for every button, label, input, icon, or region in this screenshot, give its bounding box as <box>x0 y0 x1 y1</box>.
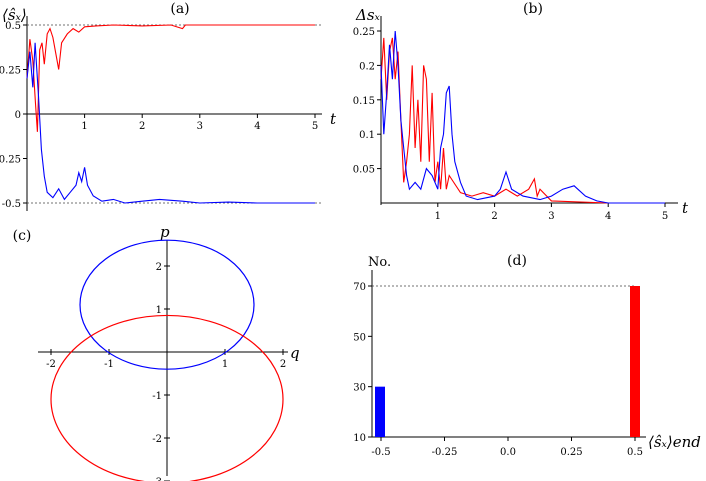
panel-b-series-line <box>380 30 665 204</box>
panel-c-y-tick-label: 1 <box>156 305 162 316</box>
panel-b-x-tick-label: 2 <box>491 211 497 222</box>
panel-b-y-tick-label: 0.2 <box>359 61 375 72</box>
panel-d-y-tick-label: 70 <box>353 282 366 293</box>
panel-b-x-tick-label: 1 <box>435 211 441 222</box>
panel-d-xlabel: ⟨ŝₓ⟩end <box>648 433 701 451</box>
panel-c-title: (c) <box>13 228 32 244</box>
panel-b-x-tick-label: 3 <box>548 211 554 222</box>
panel-a-x-tick-label: 2 <box>139 121 145 132</box>
panel-d-x-tick-label: -0.25 <box>432 447 458 458</box>
panel-c-xlabel: q <box>290 344 300 362</box>
panel-d-bar <box>630 286 640 437</box>
panel-c-y-tick-label: -2 <box>152 434 162 445</box>
panel-d-title: (d) <box>507 253 527 269</box>
panel-b-y-tick-label: 0.15 <box>353 96 375 107</box>
panel-a-x-tick-label: 1 <box>81 121 87 132</box>
panel-b: (b) Δsₓ t 1 2 3 4 5 0.25 0.2 0.15 0.1 0.05 <box>353 1 689 222</box>
panel-b-xlabel: t <box>682 199 689 217</box>
panel-c-x-tick-label: 2 <box>280 359 286 370</box>
panel-c-ellipse <box>79 239 255 370</box>
panel-b-series-line <box>380 37 665 204</box>
panel-d-bar <box>375 386 385 437</box>
panel-a-x-tick-label: 4 <box>254 121 260 132</box>
panel-d-x-tick-label: 0.0 <box>500 447 516 458</box>
panel-a-xlabel: t <box>330 110 337 128</box>
panel-c-y-tick-label: -1 <box>152 391 162 402</box>
panel-a-title: (a) <box>170 1 189 17</box>
panel-c-ellipse <box>50 314 284 481</box>
panel-c-ylabel: p <box>160 223 170 241</box>
panel-c: (c) p q -2 -1 1 2 2 1 -1 -2 -3 <box>13 223 300 481</box>
panel-b-x-tick-label: 4 <box>605 211 611 222</box>
panel-b-title: (b) <box>523 1 543 17</box>
panel-a-series-line <box>26 24 315 132</box>
panel-c-x-tick-label: -1 <box>104 359 114 370</box>
panel-d-ylabel: No. <box>368 255 391 270</box>
panel-d-y-tick-label: 10 <box>353 433 366 444</box>
panel-d-y-tick-label: 30 <box>353 383 366 394</box>
panel-b-ylabel: Δsₓ <box>355 6 381 24</box>
panel-d: (d) No. ⟨ŝₓ⟩end -0.5 -0.25 0.0 0.25 0.5 70 50… <box>353 253 701 458</box>
panel-a-y-tick-label: -0.25 <box>0 155 21 166</box>
panel-d-x-tick-label: 0.25 <box>560 447 582 458</box>
panel-d-x-tick-label: 0.5 <box>627 447 643 458</box>
panel-a-y-tick-label: 0.5 <box>5 21 21 32</box>
panel-a-x-tick-label: 3 <box>197 121 203 132</box>
panel-c-x-tick-label: 1 <box>222 359 228 370</box>
panel-d-x-tick-label: -0.5 <box>371 447 390 458</box>
panel-c-x-tick-label: -2 <box>46 359 56 370</box>
panel-a-ylabel: ⟨ŝₓ⟩ <box>2 6 27 24</box>
panel-a-y-tick-label: -0.5 <box>2 199 21 210</box>
panel-a-y-tick-label: 0.25 <box>0 66 21 77</box>
panel-d-y-tick-label: 50 <box>353 332 366 343</box>
panel-b-x-tick-label: 5 <box>662 211 668 222</box>
panel-a: (a) ⟨ŝₓ⟩ t 1 2 3 4 5 0.5 0.25 0 -0.25 -0.5 <box>0 1 337 211</box>
panel-c-y-tick-label: -3 <box>152 477 162 481</box>
panel-b-y-tick-label: 0.25 <box>353 27 375 38</box>
panel-c-y-tick-label: 2 <box>156 262 162 273</box>
panel-a-x-tick-label: 5 <box>312 121 318 132</box>
panel-b-y-tick-label: 0.05 <box>353 165 375 176</box>
panel-a-y-tick-label: 0 <box>15 110 21 121</box>
panel-a-series-line <box>26 42 315 204</box>
panel-b-y-tick-label: 0.1 <box>359 130 375 141</box>
